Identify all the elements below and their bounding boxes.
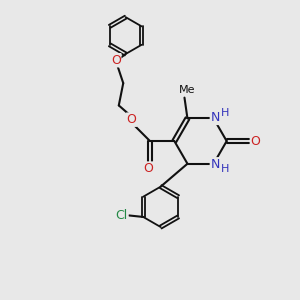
Text: N: N	[210, 111, 220, 124]
Text: O: O	[111, 54, 121, 67]
Text: O: O	[250, 135, 260, 148]
Text: N: N	[210, 158, 220, 171]
Text: Cl: Cl	[116, 209, 128, 222]
Text: H: H	[221, 164, 229, 174]
Text: H: H	[221, 108, 229, 118]
Text: Me: Me	[179, 85, 196, 95]
Text: O: O	[144, 162, 154, 175]
Text: O: O	[127, 113, 136, 126]
